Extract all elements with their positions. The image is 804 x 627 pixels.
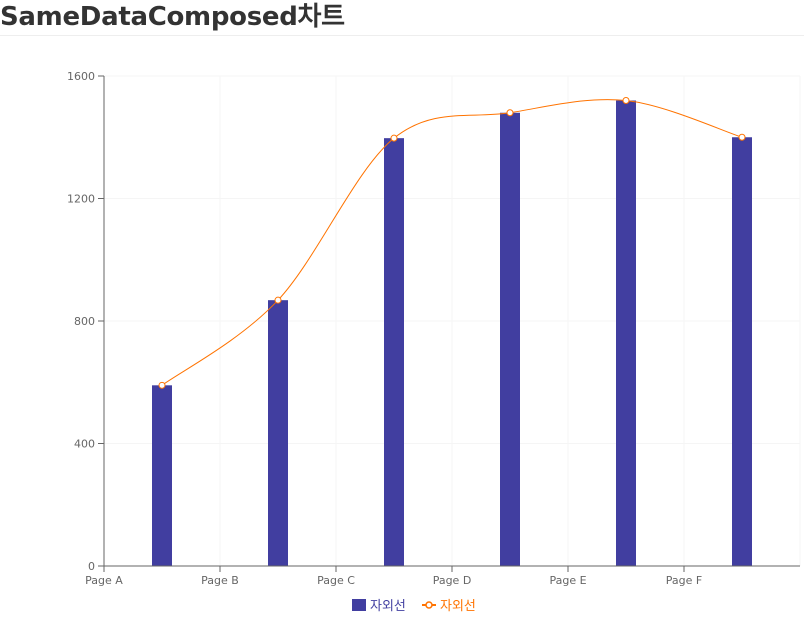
y-tick-label: 400 [74, 438, 95, 451]
line-point [274, 296, 282, 304]
x-tick-label: Page A [85, 574, 123, 587]
bar [500, 112, 520, 566]
legend: 자외선 자외선 [352, 599, 476, 614]
x-tick-label: Page D [433, 574, 472, 587]
title-divider [0, 35, 804, 36]
grid [103, 75, 801, 566]
line-point [506, 109, 514, 117]
bar [616, 100, 636, 566]
bar [268, 300, 288, 566]
y-tick-label: 800 [74, 315, 95, 328]
line-point [622, 97, 630, 104]
line-path [161, 99, 743, 386]
x-tick-label: Page C [317, 574, 355, 587]
line-point [738, 133, 746, 141]
axes: 0 400 800 1200 1600 Page A Page B Page C Page D P… [67, 70, 800, 587]
bar-series [152, 100, 752, 566]
line-series [158, 97, 746, 389]
y-tick-label: 1200 [67, 193, 95, 206]
page-title: SameDataComposed차트 [0, 2, 345, 32]
x-tick-label: Page E [549, 574, 586, 587]
x-tick-label: Page F [666, 574, 702, 587]
bar [732, 137, 752, 566]
bar [152, 385, 172, 566]
line-point [390, 134, 398, 142]
y-tick-label: 0 [88, 560, 95, 573]
legend-bar-swatch [352, 599, 366, 611]
bar [384, 138, 404, 566]
line-point [158, 381, 166, 389]
y-tick-label: 1600 [67, 70, 95, 83]
legend-bar-label: 자외선 [370, 599, 406, 614]
legend-line-label: 자외선 [440, 599, 476, 614]
legend-line-marker [425, 601, 433, 609]
x-tick-label: Page B [201, 574, 239, 587]
